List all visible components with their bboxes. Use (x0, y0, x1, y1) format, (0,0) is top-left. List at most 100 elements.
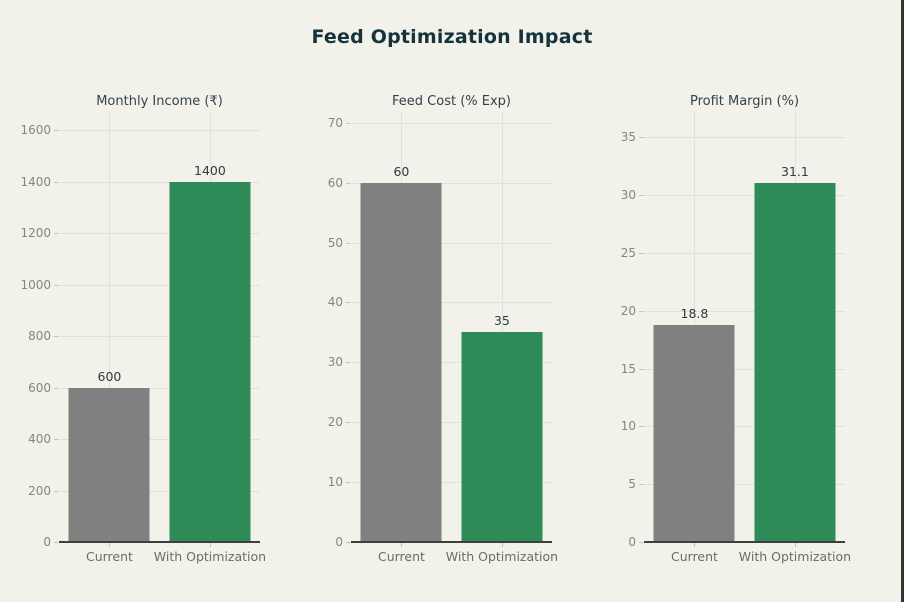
gridline-horizontal (55, 130, 260, 132)
y-tick-label: 800 (28, 329, 51, 343)
y-tick-label: 0 (43, 535, 51, 549)
y-tick-mark (639, 542, 643, 543)
gridline-horizontal (55, 387, 260, 389)
gridline-horizontal (347, 182, 552, 184)
x-tick-mark (401, 543, 403, 547)
y-tick-mark (346, 482, 350, 484)
y-tick-mark (639, 195, 643, 197)
gridline-horizontal (347, 362, 552, 364)
x-tick-label: With Optimization (738, 549, 852, 564)
gridline-horizontal (640, 253, 845, 255)
bar-optimized (754, 182, 836, 542)
y-tick-mark (54, 181, 58, 183)
bar-value-label: 31.1 (781, 163, 809, 179)
y-tick-label: 1400 (20, 174, 51, 189)
bar-optimized (461, 332, 543, 542)
bar-optimized (169, 181, 251, 542)
x-tick-label: Current (85, 549, 133, 564)
y-tick-mark (54, 130, 58, 132)
y-tick-label: 1000 (20, 277, 51, 292)
y-tick-mark (346, 422, 350, 424)
y-tick-mark (346, 242, 350, 244)
gridline-horizontal (347, 482, 552, 484)
subplot-title: Profit Margin (%) (689, 94, 800, 109)
y-tick-label: 35 (620, 130, 636, 145)
y-tick-mark (346, 122, 350, 124)
x-tick-mark (794, 543, 796, 547)
y-tick-label: 600 (28, 380, 51, 395)
x-tick-mark (209, 543, 211, 547)
y-tick-label: 1200 (20, 226, 51, 241)
y-tick-label: 15 (620, 361, 636, 376)
y-tick-label: 30 (620, 188, 636, 203)
gridline-horizontal (55, 490, 260, 492)
bar-value-label: 60 (393, 163, 410, 179)
bar-value-label: 1400 (194, 162, 226, 178)
y-tick-mark (346, 302, 350, 304)
y-tick-mark (639, 310, 643, 312)
x-tick-label: With Optimization (153, 549, 267, 564)
y-tick-mark (639, 368, 643, 370)
x-axis-line (644, 541, 845, 543)
y-tick-label: 10 (620, 419, 636, 434)
gridline-horizontal (347, 422, 552, 424)
y-tick-label: 60 (327, 175, 343, 190)
gridline-horizontal (55, 233, 260, 235)
y-tick-mark (54, 439, 58, 440)
y-tick-mark (54, 336, 58, 337)
gridline-horizontal (640, 195, 845, 197)
y-tick-mark (54, 542, 58, 543)
gridline-horizontal (640, 310, 845, 312)
bar-value-label: 600 (97, 368, 122, 384)
bar-current (360, 182, 442, 542)
gridline-horizontal (55, 336, 260, 337)
y-tick-mark (346, 362, 350, 364)
y-tick-mark (639, 426, 643, 428)
y-tick-mark (54, 387, 58, 389)
gridline-horizontal (640, 368, 845, 370)
x-tick-label: Current (377, 549, 425, 564)
y-tick-label: 40 (327, 295, 343, 310)
gridline-horizontal (640, 484, 845, 486)
y-tick-mark (54, 284, 58, 286)
y-tick-label: 10 (327, 475, 343, 490)
y-tick-mark (54, 233, 58, 235)
window-edge (901, 0, 904, 602)
y-tick-label: 20 (327, 415, 343, 430)
chart-title: Feed Optimization Impact (311, 26, 593, 48)
gridline-horizontal (55, 439, 260, 440)
x-tick-mark (694, 543, 696, 547)
bar-current (653, 324, 735, 542)
subplot-title: Monthly Income (₹) (96, 94, 223, 109)
gridline-horizontal (640, 137, 845, 139)
y-tick-label: 1600 (20, 123, 51, 138)
bar-value-label: 35 (493, 313, 510, 329)
gridline-horizontal (347, 242, 552, 244)
y-tick-label: 70 (327, 115, 343, 130)
gridline-horizontal (55, 284, 260, 286)
gridline-horizontal (347, 302, 552, 304)
y-tick-mark (54, 490, 58, 492)
y-tick-label: 200 (28, 483, 51, 498)
y-tick-mark (346, 182, 350, 184)
x-tick-label: Current (670, 549, 718, 564)
y-tick-mark (639, 484, 643, 486)
y-tick-label: 400 (28, 432, 51, 446)
y-tick-mark (346, 542, 350, 543)
gridline-horizontal (347, 122, 552, 124)
subplot-title: Feed Cost (% Exp) (392, 94, 511, 109)
y-tick-label: 30 (327, 355, 343, 370)
x-tick-mark (109, 543, 111, 547)
gridline-vertical (109, 112, 111, 542)
y-tick-label: 20 (620, 303, 636, 318)
x-axis-line (59, 541, 260, 543)
bar-current (68, 387, 150, 542)
y-tick-label: 25 (620, 246, 636, 261)
y-tick-label: 5 (628, 477, 636, 492)
y-tick-mark (639, 137, 643, 139)
y-tick-label: 50 (327, 235, 343, 250)
x-axis-line (351, 541, 552, 543)
gridline-horizontal (640, 426, 845, 428)
x-tick-mark (501, 543, 503, 547)
